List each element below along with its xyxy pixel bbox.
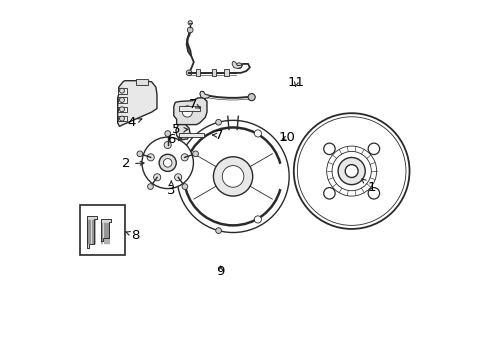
- Circle shape: [247, 94, 255, 101]
- Circle shape: [177, 120, 288, 233]
- Circle shape: [119, 98, 124, 103]
- Text: 2: 2: [122, 157, 144, 170]
- Circle shape: [254, 216, 261, 223]
- Bar: [179, 107, 200, 111]
- Bar: [118, 107, 126, 112]
- Circle shape: [153, 174, 161, 181]
- Circle shape: [192, 151, 198, 157]
- Polygon shape: [101, 219, 111, 241]
- Text: 5: 5: [172, 123, 187, 136]
- Bar: [224, 69, 228, 76]
- Polygon shape: [231, 62, 242, 68]
- Circle shape: [337, 157, 365, 185]
- Polygon shape: [118, 81, 157, 126]
- Circle shape: [137, 151, 142, 157]
- Polygon shape: [101, 219, 111, 241]
- Circle shape: [367, 188, 379, 199]
- Circle shape: [182, 184, 187, 189]
- Circle shape: [188, 21, 192, 25]
- Circle shape: [182, 107, 192, 117]
- Text: 1: 1: [361, 179, 375, 194]
- Circle shape: [119, 116, 124, 121]
- Bar: [118, 98, 126, 103]
- Polygon shape: [173, 98, 206, 125]
- Bar: [212, 69, 216, 76]
- Circle shape: [181, 154, 188, 161]
- Polygon shape: [86, 216, 97, 248]
- Circle shape: [164, 131, 170, 136]
- Text: 7: 7: [188, 98, 200, 111]
- Text: 8: 8: [125, 229, 140, 242]
- Circle shape: [184, 106, 190, 111]
- Polygon shape: [200, 91, 210, 99]
- Bar: [118, 116, 126, 121]
- Circle shape: [119, 88, 124, 93]
- Text: 9: 9: [216, 265, 224, 278]
- Text: 11: 11: [287, 76, 304, 89]
- Text: 4: 4: [127, 116, 142, 129]
- Circle shape: [236, 63, 242, 68]
- Circle shape: [222, 166, 244, 187]
- Bar: [179, 133, 203, 137]
- Text: 3: 3: [167, 181, 175, 197]
- Circle shape: [215, 120, 221, 125]
- Circle shape: [119, 107, 124, 112]
- Circle shape: [186, 70, 192, 76]
- Circle shape: [174, 174, 182, 181]
- Circle shape: [323, 188, 334, 199]
- Circle shape: [213, 157, 252, 196]
- Circle shape: [254, 130, 261, 137]
- Circle shape: [367, 143, 379, 154]
- Circle shape: [159, 154, 176, 171]
- Circle shape: [142, 137, 193, 189]
- Circle shape: [147, 184, 153, 189]
- Text: 7: 7: [212, 129, 224, 142]
- Bar: [118, 88, 126, 94]
- Circle shape: [187, 27, 193, 33]
- Text: 6: 6: [167, 134, 182, 147]
- Circle shape: [147, 154, 154, 161]
- Circle shape: [345, 165, 357, 177]
- Circle shape: [215, 228, 221, 233]
- Polygon shape: [176, 125, 190, 140]
- Bar: [80, 205, 124, 255]
- Circle shape: [323, 143, 334, 154]
- Circle shape: [163, 158, 172, 167]
- Bar: [196, 69, 200, 76]
- Circle shape: [164, 141, 171, 149]
- Text: 10: 10: [278, 131, 295, 144]
- Bar: [135, 79, 148, 85]
- Circle shape: [293, 113, 408, 229]
- Polygon shape: [86, 216, 97, 248]
